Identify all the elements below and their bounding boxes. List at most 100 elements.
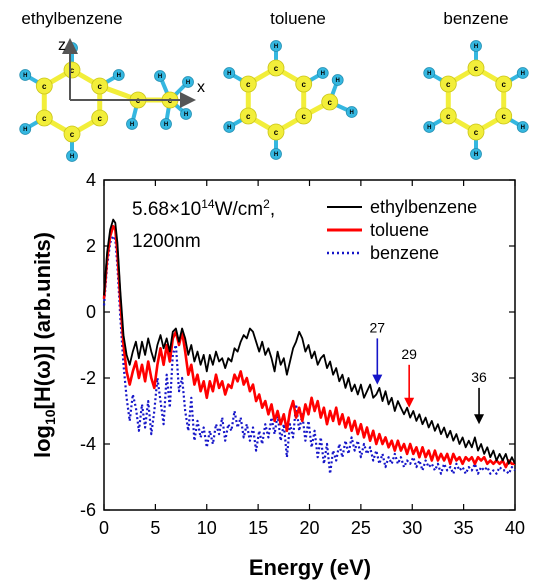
svg-text:c: c (501, 112, 506, 121)
svg-text:c: c (246, 80, 251, 89)
svg-text:H: H (227, 71, 231, 77)
benzene-title: benzene (443, 9, 508, 28)
toluene-carbon-atom: c (295, 75, 313, 93)
svg-text:H: H (274, 44, 278, 50)
x-tick-label: 40 (505, 518, 525, 538)
ethylbenzene-carbon-atom: c (63, 125, 81, 143)
toluene-carbon-atom: c (295, 107, 313, 125)
benzene-carbon-atom: c (495, 75, 513, 93)
harmonic-marker-27: 27 (370, 319, 385, 385)
svg-text:H: H (184, 112, 188, 118)
svg-text:c: c (70, 130, 75, 139)
x-axis-label: x (197, 79, 205, 96)
svg-text:c: c (97, 114, 102, 123)
ethylbenzene-hydrogen-atom: H (19, 69, 32, 81)
svg-text:H: H (23, 73, 27, 79)
svg-text:c: c (301, 112, 306, 121)
toluene-carbon-atom: c (267, 59, 285, 77)
svg-text:H: H (70, 154, 74, 160)
svg-text:H: H (350, 110, 354, 116)
y-tick-label: 2 (86, 236, 96, 256)
svg-text:H: H (521, 125, 525, 131)
toluene-title: toluene (270, 9, 326, 28)
intensity-annotation: 5.68×1014W/cm2, (132, 197, 275, 220)
y-axis-title: log10[H(ω)] (arb.units) (30, 232, 58, 458)
ethylbenzene-carbon-atom: c (35, 77, 53, 95)
toluene-hydrogen-atom: H (270, 148, 282, 160)
x-tick-label: 35 (454, 518, 474, 538)
ethylbenzene-molecule: ccccccHHHHHcHcHHHH (19, 42, 194, 162)
ethylbenzene-hydrogen-atom: H (160, 118, 172, 130)
toluene-carbon-atom: c (239, 107, 257, 125)
svg-text:H: H (474, 152, 478, 158)
harmonic-marker-36: 36 (471, 369, 487, 425)
toluene-carbon-atom: c (321, 93, 339, 111)
ethylbenzene-hydrogen-atom: H (126, 118, 138, 130)
svg-text:36: 36 (471, 369, 487, 385)
ethylbenzene-carbon-atom: c (63, 61, 81, 79)
x-axis-title: Energy (eV) (249, 555, 371, 580)
svg-text:c: c (301, 80, 306, 89)
svg-text:c: c (327, 98, 332, 107)
svg-text:H: H (427, 125, 431, 131)
hhg-spectrum-chart: 0 5 10 15 20 25 30 35 40 -6 -4 -2 0 2 4 27 29 36 5.68×10… (30, 170, 525, 580)
series-line-toluene (102, 224, 515, 469)
molecule-panel: ethylbenzene toluene benzene c c c c c c H H H H H… (19, 9, 529, 162)
benzene-hydrogen-atom: H (470, 40, 482, 52)
ethylbenzene-carbon-atom: c (35, 109, 53, 127)
ethylbenzene-title: ethylbenzene (21, 9, 122, 28)
series-layer (102, 218, 516, 475)
benzene-hydrogen-atom: H (423, 121, 436, 133)
toluene-hydrogen-atom: H (223, 67, 236, 79)
svg-text:c: c (246, 112, 251, 121)
benzene-hydrogen-atom: H (470, 148, 482, 160)
svg-text:c: c (474, 128, 479, 137)
ethylbenzene-hydrogen-atom: H (154, 70, 166, 82)
svg-text:c: c (501, 80, 506, 89)
svg-text:H: H (164, 122, 168, 128)
series-line-ethylbenzene (103, 218, 516, 465)
x-tick-label: 10 (197, 518, 217, 538)
svg-text:H: H (227, 125, 231, 131)
y-tick-label: 0 (86, 302, 96, 322)
harmonic-markers: 27 29 36 (370, 319, 487, 425)
ethylbenzene-hydrogen-atom: H (180, 108, 192, 120)
harmonic-marker-29: 29 (401, 346, 417, 408)
y-tick-label: 4 (86, 170, 96, 190)
benzene-carbon-atom: c (467, 59, 485, 77)
y-tick-label: -4 (80, 434, 96, 454)
svg-text:c: c (446, 112, 451, 121)
benzene-carbon-atom: c (439, 75, 457, 93)
toluene-hydrogen-atom: H (331, 74, 344, 86)
y-tick-label: -2 (80, 368, 96, 388)
z-axis-label: z (58, 37, 66, 54)
svg-text:H: H (321, 71, 325, 77)
toluene-hydrogen-atom: H (223, 121, 236, 133)
legend-label-ethylbenzene: ethylbenzene (370, 197, 477, 217)
benzene-carbon-atom: c (495, 107, 513, 125)
ethylbenzene-carbon-atom: c (91, 109, 109, 127)
svg-text:H: H (274, 152, 278, 158)
ethylbenzene-hydrogen-atom: H (182, 76, 194, 88)
svg-text:c: c (474, 64, 479, 73)
svg-text:c: c (70, 66, 75, 75)
legend-label-toluene: toluene (370, 220, 429, 240)
toluene-hydrogen-atom: H (270, 40, 282, 52)
toluene-hydrogen-atom: H (345, 106, 358, 118)
benzene-carbon-atom: c (439, 107, 457, 125)
ethylbenzene-carbon-atom: c (91, 77, 109, 95)
svg-text:c: c (42, 114, 47, 123)
svg-text:c: c (446, 80, 451, 89)
x-tick-label: 15 (248, 518, 268, 538)
svg-text:H: H (336, 78, 340, 84)
y-tick-label: -6 (80, 500, 96, 520)
toluene-molecule: c c c c c c H H H H Hc H H (223, 40, 358, 160)
axis-ticks: 0 5 10 15 20 25 30 35 40 -6 -4 -2 0 2 4 (80, 170, 525, 538)
benzene-hydrogen-atom: H (423, 67, 436, 79)
toluene-carbon-atom: c (239, 75, 257, 93)
svg-text:H: H (117, 73, 121, 79)
svg-text:H: H (186, 80, 190, 86)
svg-text:c: c (274, 64, 279, 73)
svg-text:H: H (521, 71, 525, 77)
toluene-hydrogen-atom: H (316, 67, 329, 79)
